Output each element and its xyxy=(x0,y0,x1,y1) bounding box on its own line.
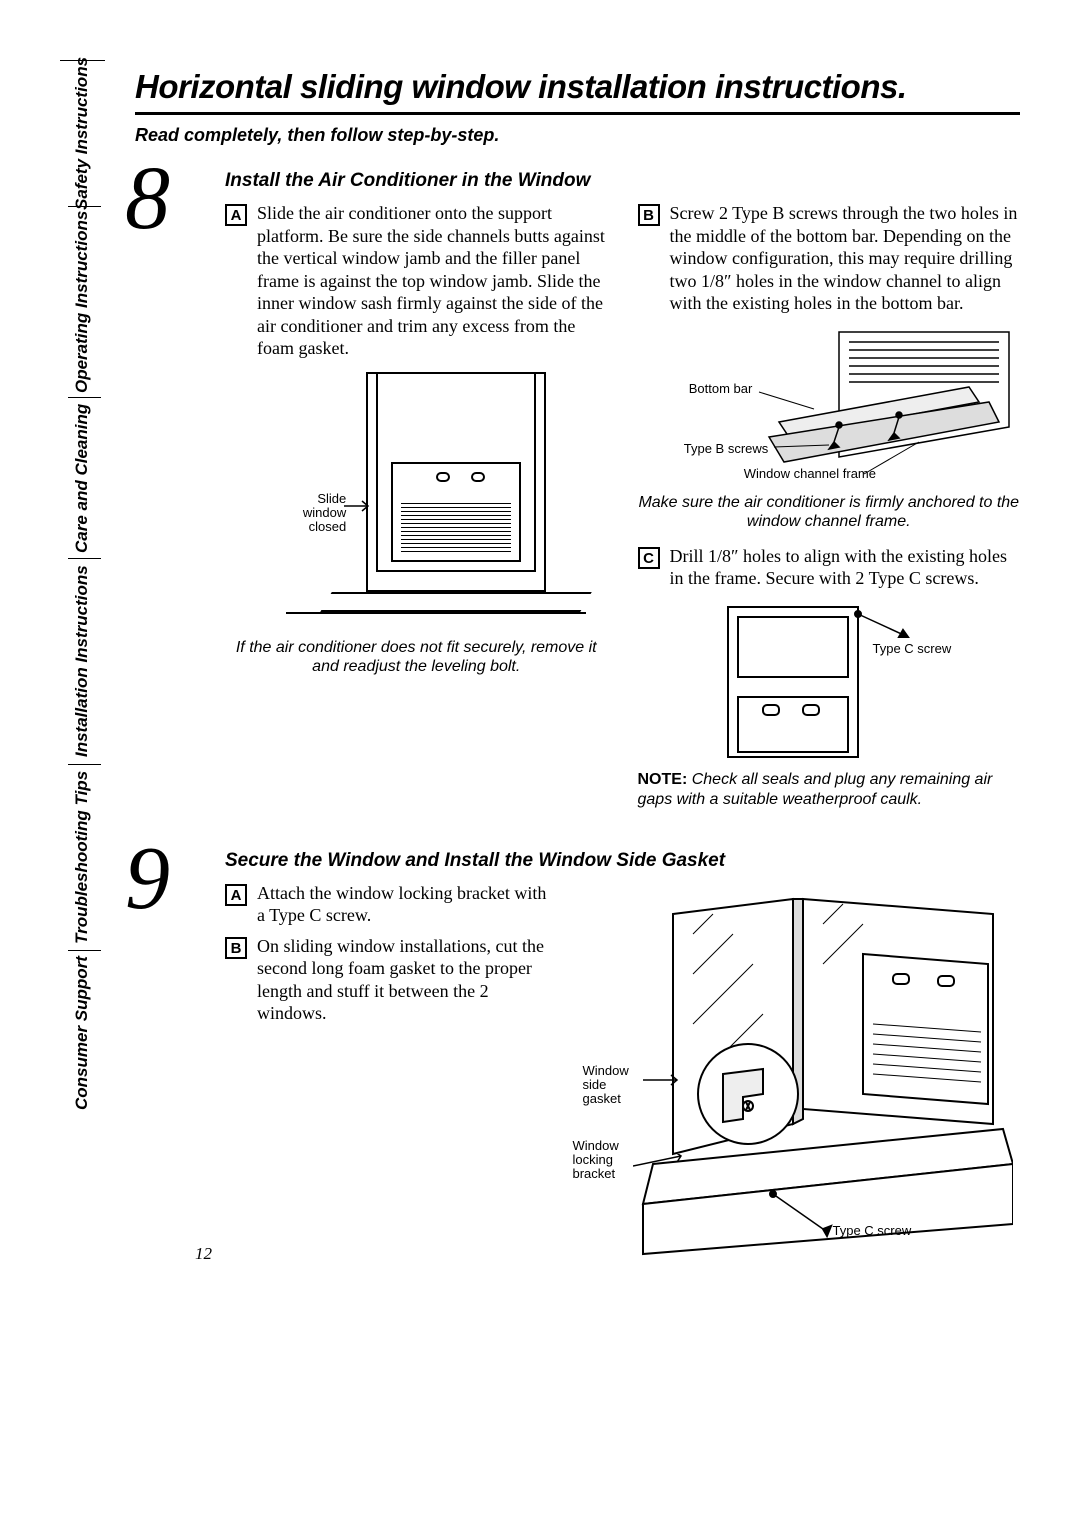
body-text: Slide the air conditioner onto the suppo… xyxy=(257,202,608,360)
fig-label: Type B screws xyxy=(684,442,769,456)
tab-troubleshooting: Troubleshooting Tips xyxy=(60,765,104,950)
step9-para-b: B On sliding window installations, cut t… xyxy=(225,935,555,1025)
fig-label: Window channel frame xyxy=(744,467,876,481)
step-number: 9 xyxy=(125,834,170,924)
page: Safety Instructions Operating Instructio… xyxy=(60,60,1020,1340)
note-prefix: NOTE: xyxy=(638,771,688,788)
tab-safety: Safety Instructions xyxy=(60,61,104,206)
step-title: Secure the Window and Install the Window… xyxy=(225,850,1020,872)
letter-box: B xyxy=(638,204,660,226)
subtitle: Read completely, then follow step-by-ste… xyxy=(135,125,1020,146)
figure-b-caption: Make sure the air conditioner is firmly … xyxy=(638,493,1021,531)
page-number: 12 xyxy=(195,1244,212,1264)
step-number: 8 xyxy=(125,154,170,244)
figure-a: Slide window closed xyxy=(286,372,546,632)
step8-para-a: A Slide the air conditioner onto the sup… xyxy=(225,202,608,360)
fig-label: Window side gasket xyxy=(583,1064,643,1107)
figure-c: Type C screw xyxy=(698,602,958,762)
fig-label: Window locking bracket xyxy=(573,1139,633,1182)
body-text: Attach the window locking bracket with a… xyxy=(257,882,555,927)
fig-label: Bottom bar xyxy=(689,382,753,396)
step8-para-b: B Screw 2 Type B screws through the two … xyxy=(638,202,1021,315)
tab-installation: Installation Instructions xyxy=(60,559,104,764)
letter-box: C xyxy=(638,547,660,569)
figure-d: Window side gasket Window locking bracke… xyxy=(593,894,1013,1264)
note: NOTE: Check all seals and plug any remai… xyxy=(638,770,1021,810)
step8-para-c: C Drill 1/8″ holes to align with the exi… xyxy=(638,545,1021,590)
step-9: 9 Secure the Window and Install the Wind… xyxy=(135,850,1020,1264)
tab-care: Care and Cleaning xyxy=(60,398,104,558)
fig-label: Slide window closed xyxy=(286,492,346,535)
note-text: Check all seals and plug any remaining a… xyxy=(638,771,993,808)
step9-left-col: A Attach the window locking bracket with… xyxy=(225,882,555,1264)
body-text: Drill 1/8″ holes to align with the exist… xyxy=(670,545,1021,590)
letter-box: A xyxy=(225,204,247,226)
letter-box: B xyxy=(225,937,247,959)
figure-b: Bottom bar Type B screws Window channel … xyxy=(639,327,1019,487)
step-8: 8 Install the Air Conditioner in the Win… xyxy=(135,170,1020,810)
step8-left-col: A Slide the air conditioner onto the sup… xyxy=(225,202,608,810)
step-title: Install the Air Conditioner in the Windo… xyxy=(225,170,1020,192)
tab-support: Consumer Support xyxy=(60,951,104,1116)
figure-a-caption: If the air conditioner does not fit secu… xyxy=(225,638,608,676)
letter-box: A xyxy=(225,884,247,906)
step8-right-col: B Screw 2 Type B screws through the two … xyxy=(638,202,1021,810)
step9-right-col: Window side gasket Window locking bracke… xyxy=(585,882,1020,1264)
content: Horizontal sliding window installation i… xyxy=(135,60,1020,1264)
side-nav: Safety Instructions Operating Instructio… xyxy=(60,60,105,1180)
body-text: Screw 2 Type B screws through the two ho… xyxy=(670,202,1021,315)
step9-para-a: A Attach the window locking bracket with… xyxy=(225,882,555,927)
title-rule xyxy=(135,112,1020,115)
body-text: On sliding window installations, cut the… xyxy=(257,935,555,1025)
page-title: Horizontal sliding window installation i… xyxy=(135,68,1020,106)
fig-label: Type C screw xyxy=(873,642,952,656)
tab-operating: Operating Instructions xyxy=(60,207,104,397)
